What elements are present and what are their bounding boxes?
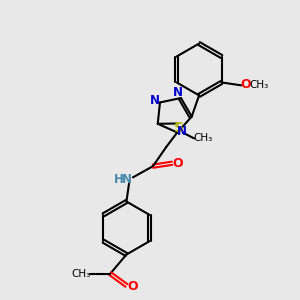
Text: H: H bbox=[114, 173, 124, 186]
Text: CH₃: CH₃ bbox=[193, 134, 213, 143]
Text: CH₃: CH₃ bbox=[249, 80, 268, 90]
Text: N: N bbox=[150, 94, 160, 107]
Text: N: N bbox=[122, 173, 131, 186]
Text: CH₃: CH₃ bbox=[71, 269, 90, 279]
Text: N: N bbox=[173, 86, 183, 99]
Text: O: O bbox=[173, 157, 183, 170]
Text: N: N bbox=[177, 124, 188, 138]
Text: O: O bbox=[127, 280, 138, 293]
Text: S: S bbox=[174, 121, 184, 135]
Text: O: O bbox=[241, 78, 251, 91]
